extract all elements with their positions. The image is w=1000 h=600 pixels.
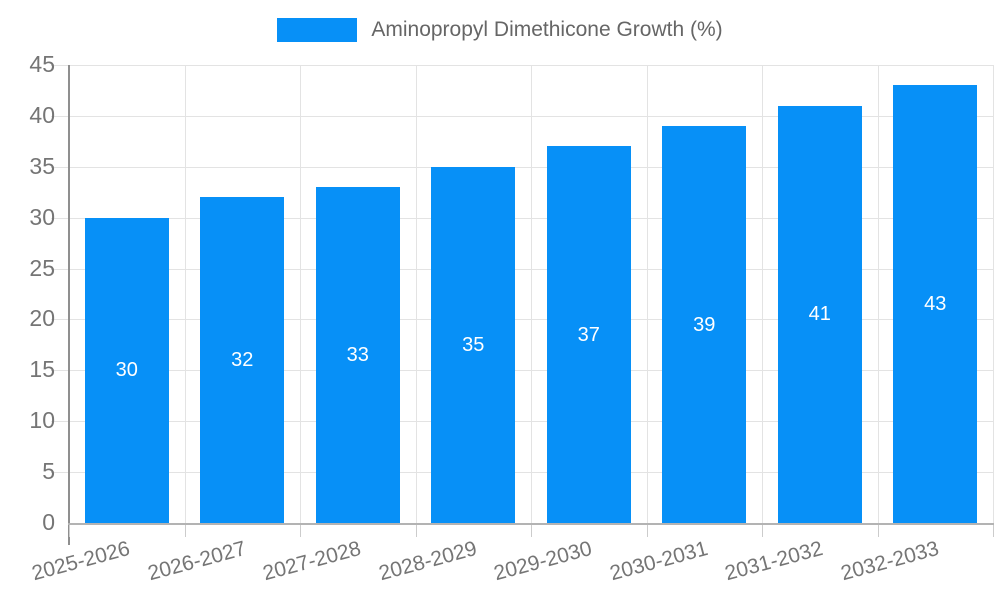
x-axis-tick-mark: [531, 525, 532, 537]
y-axis-tick-label: 35: [29, 152, 55, 179]
y-axis-tick-label: 20: [29, 305, 55, 332]
bar[interactable]: [84, 217, 169, 523]
y-axis-tick-label: 5: [42, 458, 55, 485]
bar[interactable]: [777, 105, 862, 523]
y-axis-tick-label: 25: [29, 254, 55, 281]
bar-value-label: 33: [346, 344, 369, 367]
y-axis-tick-label: 40: [29, 101, 55, 128]
x-axis-tick-label: 2029-2030: [491, 537, 595, 586]
y-axis-tick-label: 45: [29, 51, 55, 77]
x-axis-tick-mark: [877, 525, 879, 537]
x-axis-tick-mark: [762, 525, 763, 537]
x-axis-tick-label: 2026-2027: [145, 537, 249, 586]
gridline-horizontal: [51, 472, 993, 474]
gridline-horizontal: [51, 268, 993, 270]
gridline-vertical: [184, 65, 186, 523]
x-axis-tick-mark: [993, 525, 994, 537]
bar[interactable]: [546, 146, 631, 523]
bar-value-label: 35: [462, 333, 485, 356]
x-axis-tick-label: 2028-2029: [376, 537, 480, 586]
legend[interactable]: Aminopropyl Dimethicone Growth (%): [0, 18, 1000, 42]
gridline-horizontal: [51, 65, 993, 66]
gridline-horizontal: [51, 166, 993, 168]
x-axis-tick-label: 2027-2028: [260, 537, 364, 586]
x-axis-tick-label: 2025-2026: [29, 537, 133, 586]
y-axis-tick-label: 10: [29, 407, 55, 434]
x-axis-tick-mark: [646, 525, 648, 537]
gridline-horizontal: [51, 370, 993, 372]
bar[interactable]: [662, 126, 747, 523]
gridline-horizontal: [51, 421, 993, 423]
bar-value-label: 32: [231, 349, 254, 372]
bar-value-label: 39: [693, 313, 716, 336]
bar-value-label: 41: [808, 303, 831, 326]
gridline-vertical: [531, 65, 532, 523]
x-axis-tick-mark: [415, 525, 417, 537]
gridline-vertical: [993, 65, 994, 523]
legend-label: Aminopropyl Dimethicone Growth (%): [371, 18, 723, 41]
x-axis-tick-mark: [184, 525, 186, 537]
x-axis-tick-mark: [69, 525, 70, 537]
bar[interactable]: [431, 166, 516, 523]
y-axis-tick-label: 15: [29, 356, 55, 383]
gridline-vertical: [300, 65, 301, 523]
x-axis-tick-mark: [300, 525, 301, 537]
y-axis-tick-label: 30: [29, 203, 55, 230]
bar[interactable]: [200, 197, 285, 523]
legend-swatch-icon: [277, 18, 358, 42]
y-axis-line: [68, 65, 70, 545]
x-axis-tick-label: 2032-2033: [838, 537, 942, 586]
gridline-horizontal: [51, 115, 993, 117]
bar-value-label: 43: [924, 293, 947, 316]
gridline-horizontal: [51, 319, 993, 321]
x-axis-line: [68, 523, 994, 525]
bar[interactable]: [893, 85, 978, 523]
gridline-vertical: [877, 65, 879, 523]
gridline-vertical: [762, 65, 763, 523]
x-axis-tick-label: 2031-2032: [722, 537, 826, 586]
x-axis-tick-label: 2030-2031: [607, 537, 711, 586]
gridline-vertical: [646, 65, 648, 523]
bar[interactable]: [315, 187, 400, 523]
bar-value-label: 30: [115, 359, 138, 382]
bar-value-label: 37: [577, 323, 600, 346]
gridline-vertical: [415, 65, 417, 523]
y-axis-tick-label: 0: [42, 509, 55, 535]
gridline-horizontal: [51, 217, 993, 219]
